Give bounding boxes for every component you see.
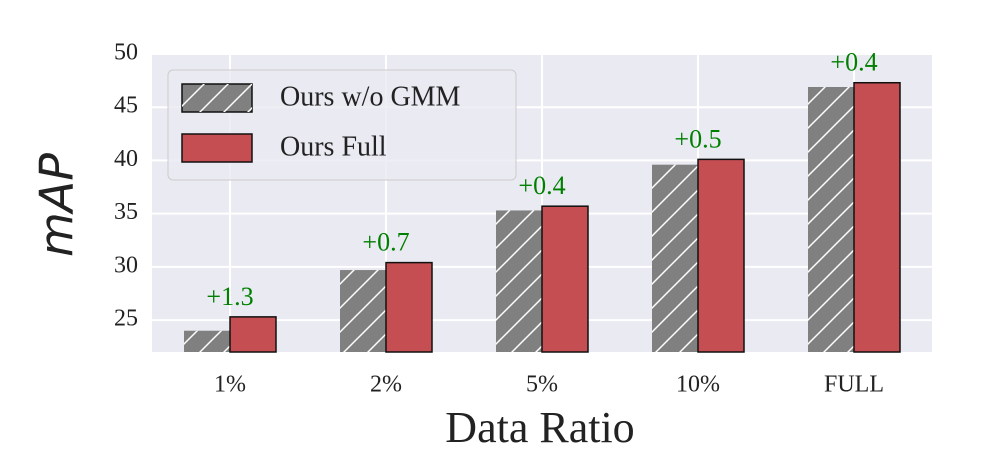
x-tick-label: 10% [676, 372, 720, 398]
y-tick-label: 40 [114, 146, 138, 172]
legend-label: Ours w/o GMM [280, 81, 461, 112]
legend-hatch [182, 84, 252, 112]
bar [854, 82, 900, 352]
y-tick-label: 35 [114, 199, 138, 225]
annotation: +0.7 [362, 228, 409, 257]
annotation: +0.4 [518, 171, 565, 200]
x-tick-label: FULL [824, 372, 884, 398]
bar-edge [853, 81, 901, 353]
legend-label: Ours Full [280, 131, 387, 162]
bar-edge [229, 316, 277, 353]
x-tick-label: 1% [214, 372, 246, 398]
legend-swatch [181, 133, 253, 163]
bar-hatch [184, 330, 230, 352]
annotation: +0.5 [674, 124, 721, 153]
bar-edge [541, 205, 589, 353]
annotation: +0.4 [830, 48, 877, 77]
annotation: +1.3 [206, 282, 253, 311]
y-tick-label: 25 [114, 306, 138, 332]
y-tick-label: 50 [114, 40, 138, 66]
x-axis-label: Data Ratio [445, 403, 634, 452]
bar-edge [697, 158, 745, 353]
x-tick-label: 5% [526, 372, 558, 398]
y-tick-label: 30 [114, 252, 138, 278]
y-axis-label: mAP [30, 153, 84, 257]
legend-box [167, 69, 517, 181]
bar [698, 159, 744, 352]
bar-edge [385, 261, 433, 353]
bar-hatch [496, 210, 542, 352]
bar-hatch [808, 86, 854, 352]
x-tick-label: 2% [370, 372, 402, 398]
bar-hatch [652, 164, 698, 352]
bar-hatch [340, 270, 386, 352]
bar [542, 206, 588, 352]
bar [386, 262, 432, 352]
bar [230, 316, 276, 352]
y-tick-label: 45 [114, 93, 138, 119]
